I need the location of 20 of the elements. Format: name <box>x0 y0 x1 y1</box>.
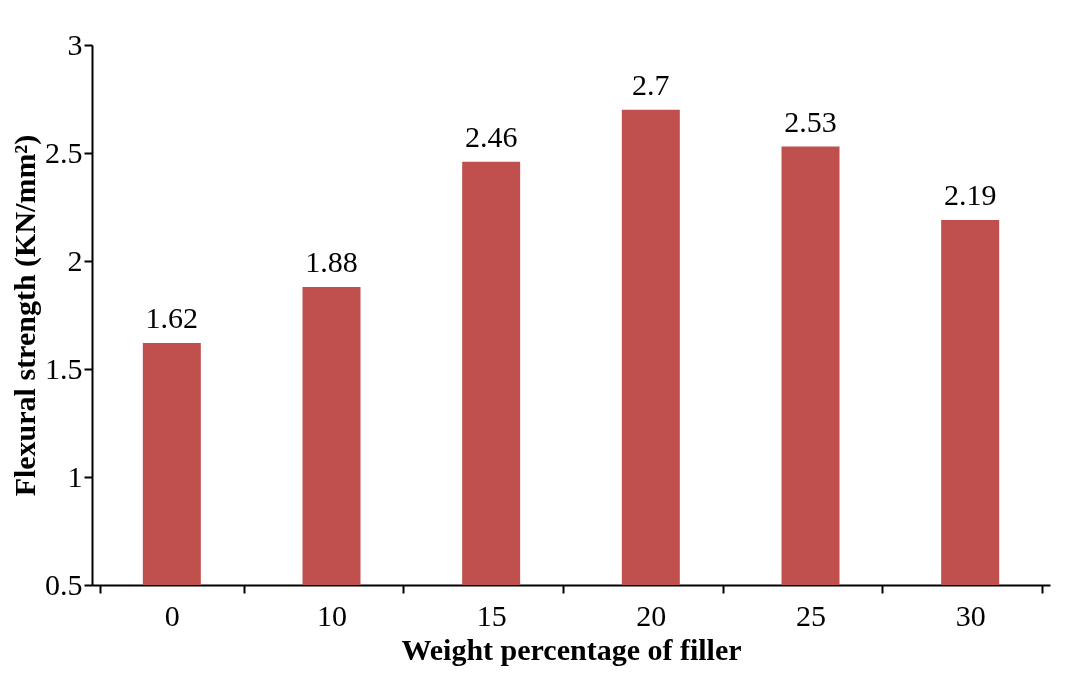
y-tick-label: 2.5 <box>45 135 83 169</box>
x-tick-label: 25 <box>796 598 826 632</box>
x-tick-label: 0 <box>164 598 180 632</box>
y-tick-label: 2 <box>67 243 83 277</box>
data-label: 2.53 <box>784 104 837 138</box>
data-label: 2.7 <box>632 67 670 101</box>
y-tick-label: 3 <box>67 27 83 61</box>
x-tick-label: 15 <box>476 598 507 632</box>
x-axis-title: Weight percentage of filler <box>401 632 742 666</box>
x-tick-label: 10 <box>317 598 347 632</box>
y-tick-label: 0.5 <box>45 567 83 601</box>
x-tick-label: 30 <box>955 598 986 632</box>
y-axis-title: Flexural strength (KN/mm²) <box>8 134 42 497</box>
data-label: 2.19 <box>943 177 997 211</box>
x-tick-label: 20 <box>636 598 667 632</box>
data-label: 1.88 <box>305 244 358 278</box>
y-tick-label: 1 <box>67 459 83 493</box>
data-label: 1.62 <box>145 301 199 335</box>
y-tick-label: 1.5 <box>45 351 83 385</box>
data-label: 2.46 <box>464 119 518 153</box>
